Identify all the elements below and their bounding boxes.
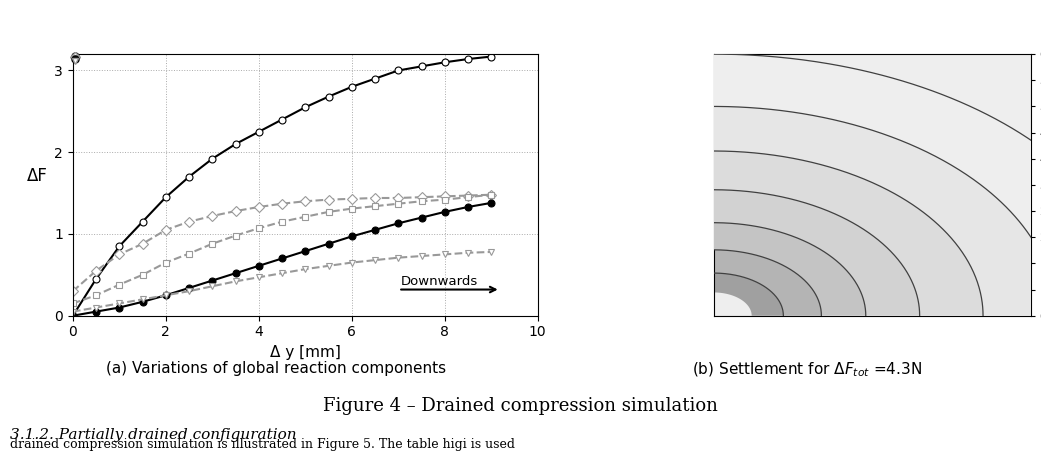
Y-axis label: ΔF: ΔF [27,167,48,185]
Text: (b) Settlement for $\Delta F_{tot}$ =4.3N: (b) Settlement for $\Delta F_{tot}$ =4.3… [692,361,921,379]
Polygon shape [714,190,919,316]
Text: Figure 4 – Drained compression simulation: Figure 4 – Drained compression simulatio… [323,397,718,415]
Polygon shape [714,273,784,316]
Polygon shape [714,151,983,316]
Text: 3.1.2. Partially drained configuration: 3.1.2. Partially drained configuration [10,428,297,442]
Polygon shape [714,54,1041,316]
Polygon shape [714,250,821,316]
Text: Downwards: Downwards [401,275,478,288]
Polygon shape [714,106,1041,316]
Legend: , , , , : , , , , [74,55,77,61]
Polygon shape [714,223,866,316]
Text: drained compression simulation is illustrated in Figure 5. The table higi is use: drained compression simulation is illust… [10,438,515,451]
X-axis label: Δ y [mm]: Δ y [mm] [270,345,340,360]
Text: (a) Variations of global reaction components: (a) Variations of global reaction compon… [106,361,446,376]
